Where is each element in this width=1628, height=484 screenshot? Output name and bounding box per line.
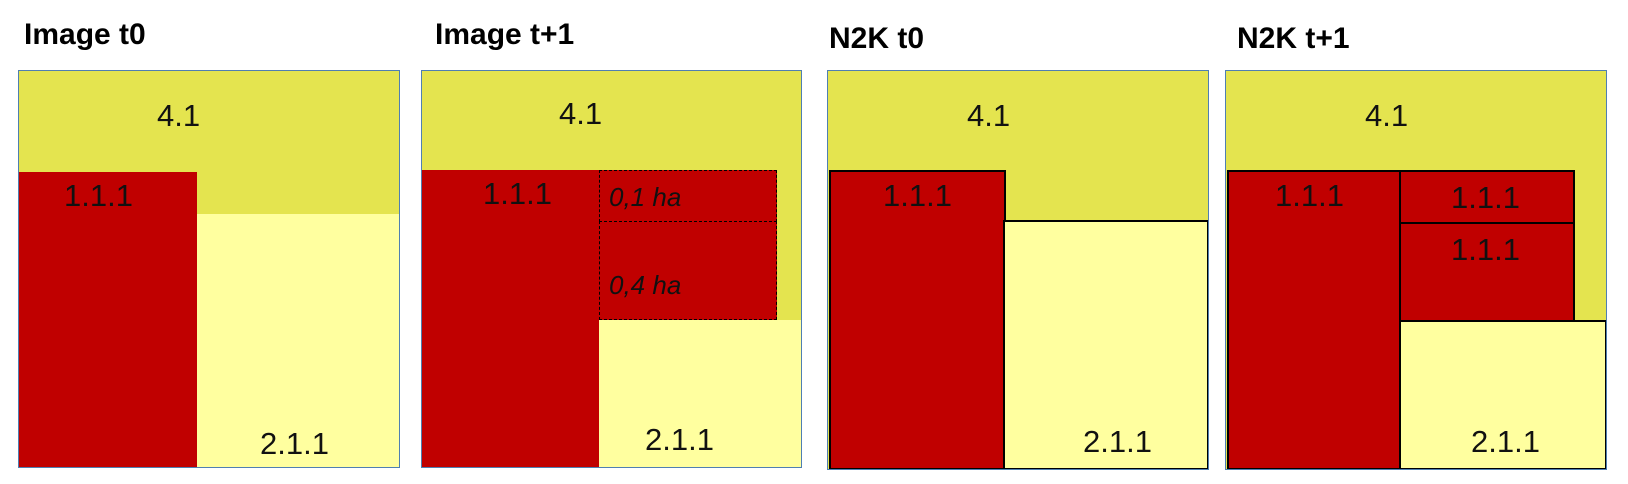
- panel-image-t1: 4.1 1.1.1 0,1 ha 0,4 ha 2.1.1: [421, 70, 802, 468]
- panel-border: [1225, 70, 1607, 470]
- zone-2-1-1: [599, 320, 802, 468]
- label-2-1-1: 2.1.1: [1471, 424, 1540, 459]
- zone-2-1-1: [1003, 220, 1209, 470]
- panel-n2k-t1: 4.1 1.1.1 1.1.1 1.1.1 2.1.1: [1225, 70, 1607, 470]
- zone-1-1-1-new-b: [1399, 222, 1575, 322]
- label-2-1-1: 2.1.1: [1083, 424, 1152, 459]
- zone-2-1-1: [1399, 320, 1607, 470]
- zone-1-1-1: [829, 170, 1006, 470]
- label-2-1-1: 2.1.1: [260, 426, 329, 461]
- patch-0-1-ha: [599, 170, 777, 222]
- label-1-1-1-new-a: 1.1.1: [1451, 180, 1520, 215]
- zone-1-1-1: [18, 172, 197, 468]
- panel-image-t0: 4.1 1.1.1 2.1.1: [18, 70, 400, 468]
- zone-1-1-1-new-a: [1399, 170, 1575, 224]
- panel-border: [18, 70, 400, 468]
- label-1-1-1: 1.1.1: [883, 178, 952, 213]
- panel-title-image-t0: Image t0: [24, 18, 146, 51]
- label-1-1-1: 1.1.1: [64, 178, 133, 213]
- panel-title-image-t1: Image t+1: [435, 18, 575, 51]
- label-patch-0-4-ha: 0,4 ha: [609, 270, 682, 300]
- patch-0-4-ha: [599, 221, 777, 320]
- zone-1-1-1: [421, 170, 599, 468]
- zone-1-1-1: [1227, 170, 1401, 470]
- label-1-1-1: 1.1.1: [483, 176, 552, 211]
- label-1-1-1-new-b: 1.1.1: [1451, 232, 1520, 267]
- label-4-1: 4.1: [1365, 98, 1409, 133]
- panel-n2k-t0: 4.1 1.1.1 2.1.1: [827, 70, 1209, 470]
- label-4-1: 4.1: [157, 98, 201, 133]
- label-4-1: 4.1: [559, 96, 603, 131]
- label-patch-0-1-ha: 0,1 ha: [609, 182, 682, 212]
- label-2-1-1: 2.1.1: [645, 422, 714, 457]
- panel-border: [421, 70, 802, 468]
- label-4-1: 4.1: [967, 98, 1011, 133]
- panel-title-n2k-t1: N2K t+1: [1237, 22, 1350, 55]
- panel-border: [827, 70, 1209, 470]
- zone-2-1-1: [197, 214, 400, 468]
- panel-title-n2k-t0: N2K t0: [829, 22, 925, 55]
- label-1-1-1: 1.1.1: [1275, 178, 1344, 213]
